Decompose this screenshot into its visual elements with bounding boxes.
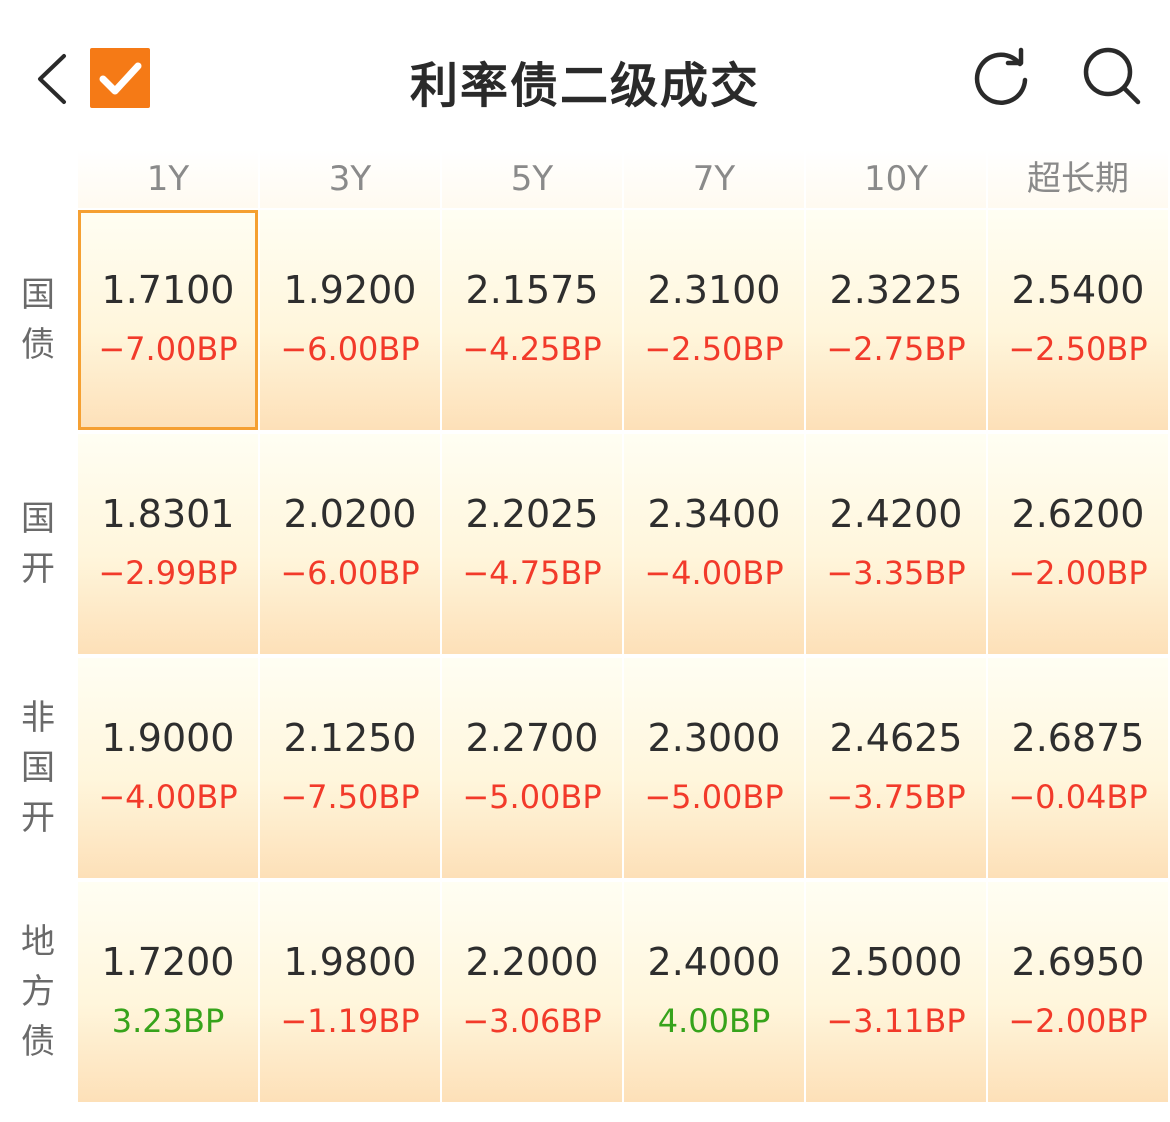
bp-change-value: −7.50BP [280,778,420,816]
row-label-char: 国 [21,275,55,315]
yield-value: 2.4200 [829,492,963,536]
page-title: 利率债二级成交 [409,58,760,114]
rate-cell[interactable]: 2.6950 −2.00BP [988,882,1168,1102]
rate-cell[interactable]: 2.6875 −0.04BP [988,658,1168,878]
row-label-char: 国 [21,748,55,788]
yield-value: 2.5000 [829,940,963,984]
rate-cell[interactable]: 2.2025 −4.75BP [442,434,622,654]
yield-value: 2.2000 [465,940,599,984]
rate-cell[interactable]: 2.5000 −3.11BP [806,882,986,1102]
chevron-left-icon[interactable] [30,50,74,108]
yield-value: 1.8301 [101,492,235,536]
column-header[interactable]: 3Y [260,150,440,208]
yield-value: 2.1575 [465,268,599,312]
yield-value: 2.4625 [829,716,963,760]
yield-value: 2.4000 [647,940,781,984]
yield-value: 2.2700 [465,716,599,760]
row-label-char: 开 [21,798,55,838]
bp-change-value: −2.00BP [1008,554,1148,592]
refresh-icon[interactable] [970,46,1032,108]
rate-cell[interactable]: 1.8301 −2.99BP [78,434,258,654]
column-header[interactable]: 7Y [624,150,804,208]
bp-change-value: −5.00BP [644,778,784,816]
row-label-char: 债 [21,325,55,365]
search-icon[interactable] [1080,44,1144,108]
yield-value: 1.7200 [101,940,235,984]
bp-change-value: −2.99BP [98,554,238,592]
bp-change-value: −5.00BP [462,778,602,816]
bp-change-value: −3.35BP [826,554,966,592]
yield-value: 1.9800 [283,940,417,984]
bp-change-value: −7.00BP [98,330,238,368]
rate-cell[interactable]: 1.9800 −1.19BP [260,882,440,1102]
bp-change-value: −1.19BP [280,1002,420,1040]
rate-cell[interactable]: 1.7100 −7.00BP [78,210,258,430]
rate-cell[interactable]: 2.3225 −2.75BP [806,210,986,430]
bp-change-value: −3.06BP [462,1002,602,1040]
column-header[interactable]: 5Y [442,150,622,208]
app-header: 利率债二级成交 [0,0,1170,150]
rate-cell[interactable]: 2.3100 −2.50BP [624,210,804,430]
row-label-char: 非 [21,698,55,738]
row-label: 地方债 [0,882,76,1102]
yield-value: 2.3000 [647,716,781,760]
rate-cell[interactable]: 2.1250 −7.50BP [260,658,440,878]
bp-change-value: −6.00BP [280,554,420,592]
row-label: 国开 [0,434,76,654]
rate-cell[interactable]: 2.3400 −4.00BP [624,434,804,654]
yield-value: 2.2025 [465,492,599,536]
yield-value: 1.9200 [283,268,417,312]
row-label-char: 方 [21,972,55,1012]
rate-cell[interactable]: 2.4000 4.00BP [624,882,804,1102]
bp-change-value: −2.50BP [644,330,784,368]
rate-cell[interactable]: 1.9200 −6.00BP [260,210,440,430]
bp-change-value: 3.23BP [111,1002,225,1040]
yield-value: 2.6200 [1011,492,1145,536]
bp-change-value: −0.04BP [1008,778,1148,816]
yield-value: 1.9000 [101,716,235,760]
bp-change-value: −4.00BP [98,778,238,816]
yield-value: 2.6875 [1011,716,1145,760]
column-header[interactable]: 10Y [806,150,986,208]
row-label-char: 开 [21,549,55,589]
bp-change-value: 4.00BP [657,1002,771,1040]
yield-value: 2.3100 [647,268,781,312]
row-label-char: 地 [21,922,55,962]
bp-change-value: −6.00BP [280,330,420,368]
bp-change-value: −2.75BP [826,330,966,368]
yield-value: 2.1250 [283,716,417,760]
yield-value: 2.6950 [1011,940,1145,984]
bp-change-value: −4.25BP [462,330,602,368]
rate-cell[interactable]: 2.2700 −5.00BP [442,658,622,878]
checkbox-checked-icon[interactable] [90,48,150,108]
rate-cell[interactable]: 2.4625 −3.75BP [806,658,986,878]
row-label: 国债 [0,210,76,430]
column-header[interactable]: 1Y [78,150,258,208]
row-label: 非国开 [0,658,76,878]
rate-cell[interactable]: 2.3000 −5.00BP [624,658,804,878]
bp-change-value: −4.75BP [462,554,602,592]
bp-change-value: −4.00BP [644,554,784,592]
rate-cell[interactable]: 2.4200 −3.35BP [806,434,986,654]
yield-value: 2.5400 [1011,268,1145,312]
bp-change-value: −3.11BP [826,1002,966,1040]
yield-value: 1.7100 [101,268,235,312]
rate-cell[interactable]: 2.1575 −4.25BP [442,210,622,430]
rate-cell[interactable]: 2.0200 −6.00BP [260,434,440,654]
row-label-char: 债 [21,1022,55,1062]
bp-change-value: −2.50BP [1008,330,1148,368]
yield-value: 2.3400 [647,492,781,536]
rate-cell[interactable]: 1.9000 −4.00BP [78,658,258,878]
yield-value: 2.0200 [283,492,417,536]
rate-cell[interactable]: 2.6200 −2.00BP [988,434,1168,654]
bp-change-value: −2.00BP [1008,1002,1148,1040]
column-header[interactable]: 超长期 [988,150,1168,208]
row-label-char: 国 [21,499,55,539]
yield-value: 2.3225 [829,268,963,312]
rate-cell[interactable]: 2.5400 −2.50BP [988,210,1168,430]
bp-change-value: −3.75BP [826,778,966,816]
rate-cell[interactable]: 2.2000 −3.06BP [442,882,622,1102]
rate-cell[interactable]: 1.7200 3.23BP [78,882,258,1102]
